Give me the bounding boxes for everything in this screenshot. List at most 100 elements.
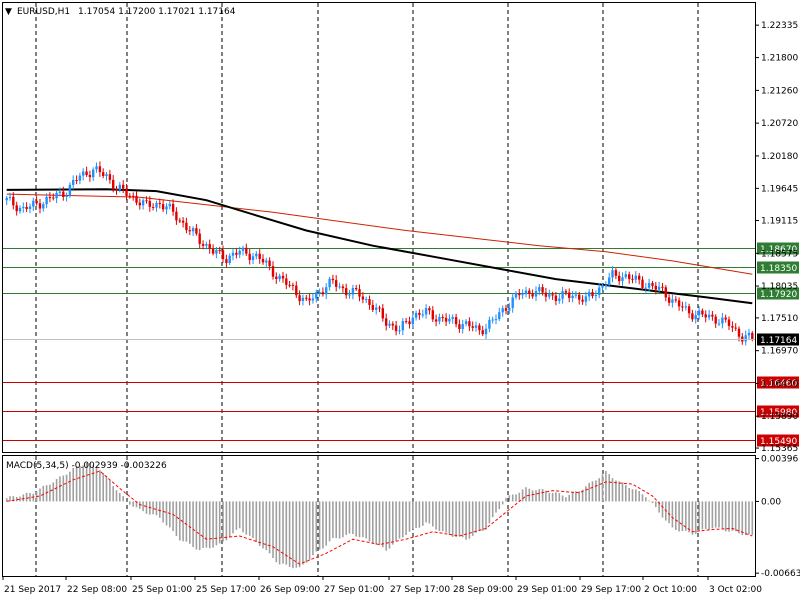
candle-body [431, 310, 434, 320]
candle-body [22, 206, 25, 208]
time-tick-label: 2 Oct 10:00 [644, 585, 697, 595]
price-tick-label: 1.19115 [761, 217, 798, 227]
candle-body [667, 297, 671, 303]
candle-body [548, 294, 551, 297]
support-level-tag [757, 434, 799, 447]
candle-body [181, 220, 185, 223]
candle-body [248, 253, 251, 260]
candle-body [724, 317, 727, 320]
candle-body [361, 296, 365, 300]
candle-body [281, 275, 285, 279]
candle-body [168, 204, 171, 207]
candle-body [271, 266, 275, 277]
resistance-level-tag [757, 287, 799, 300]
candle-body [544, 292, 548, 297]
candle-body [68, 184, 72, 196]
macd-pane[interactable] [2, 455, 756, 577]
candle-body [717, 323, 721, 325]
candle-body [414, 312, 418, 318]
candle-body [251, 256, 255, 260]
candle-body [647, 283, 651, 288]
price-pane[interactable] [2, 2, 756, 453]
candle-body [8, 196, 12, 198]
candle-body [608, 277, 611, 285]
candle-body [135, 195, 138, 203]
candle-body [138, 202, 141, 206]
candle-body [55, 192, 58, 199]
candle-body [401, 321, 404, 331]
candle-body [514, 293, 518, 298]
price-tick-label: 1.21260 [761, 86, 798, 96]
candle-body [444, 317, 448, 322]
time-tick-label: 27 Sep 17:00 [390, 585, 450, 595]
candle-body [318, 292, 321, 294]
candle-body [601, 285, 604, 288]
candle-body [478, 325, 481, 331]
candle-body [641, 279, 644, 288]
candle-body [298, 295, 301, 302]
candle-body [18, 207, 22, 212]
candle-body [751, 332, 754, 340]
candle-body [328, 278, 331, 288]
candle-body [205, 244, 208, 246]
candle-body [588, 292, 591, 297]
candle-body [371, 305, 374, 310]
candle-body [564, 291, 568, 293]
candle-body [375, 307, 378, 310]
candle-body [155, 203, 158, 208]
support-level-tag [757, 376, 799, 389]
candle-body [508, 307, 511, 311]
candle-body [458, 324, 461, 329]
current-price-tag [757, 333, 799, 346]
candle-body [691, 313, 694, 320]
candle-body [35, 200, 38, 204]
candle-body [518, 293, 521, 296]
candle-body [528, 290, 531, 294]
candle-body [451, 317, 454, 319]
candle-body [594, 295, 598, 297]
price-candles [5, 161, 754, 346]
candle-body [671, 299, 674, 303]
candle-body [488, 319, 491, 329]
candle-body [48, 197, 52, 198]
candle-body [261, 258, 265, 263]
candle-body [148, 201, 151, 207]
candle-body [604, 285, 608, 287]
candle-body [471, 326, 474, 328]
candle-body [301, 297, 305, 301]
candle-body [258, 253, 261, 259]
candle-body [385, 318, 388, 326]
candle-body [618, 275, 621, 282]
time-tick-label: 25 Sep 17:00 [196, 585, 256, 595]
moving-average-slow [6, 193, 753, 275]
candle-body [25, 206, 28, 209]
candle-body [108, 174, 112, 180]
candle-body [311, 298, 315, 301]
candle-body [531, 293, 534, 297]
candle-body [325, 287, 328, 295]
candle-body [75, 180, 78, 181]
candle-body [694, 315, 697, 320]
candle-body [88, 175, 92, 178]
header-arrow[interactable]: ▼ [5, 7, 12, 17]
candle-body [238, 250, 241, 255]
candle-body [628, 274, 631, 280]
candle-body [398, 330, 401, 332]
candle-body [348, 294, 351, 296]
candle-body [188, 230, 191, 232]
candle-body [681, 306, 684, 308]
candle-body [721, 317, 724, 324]
resistance-level-label: 1.17920 [760, 290, 797, 300]
candle-body [747, 332, 751, 336]
candle-body [331, 278, 335, 281]
candle-body [112, 179, 115, 190]
candle-body [378, 307, 381, 309]
candle-body [554, 295, 558, 301]
candle-body [521, 294, 524, 296]
candle-body [118, 184, 121, 190]
time-tick-label: 22 Sep 08:00 [67, 585, 127, 595]
resistance-level-label: 1.18350 [760, 264, 797, 274]
candle-body [411, 317, 414, 325]
candle-body [12, 196, 15, 206]
